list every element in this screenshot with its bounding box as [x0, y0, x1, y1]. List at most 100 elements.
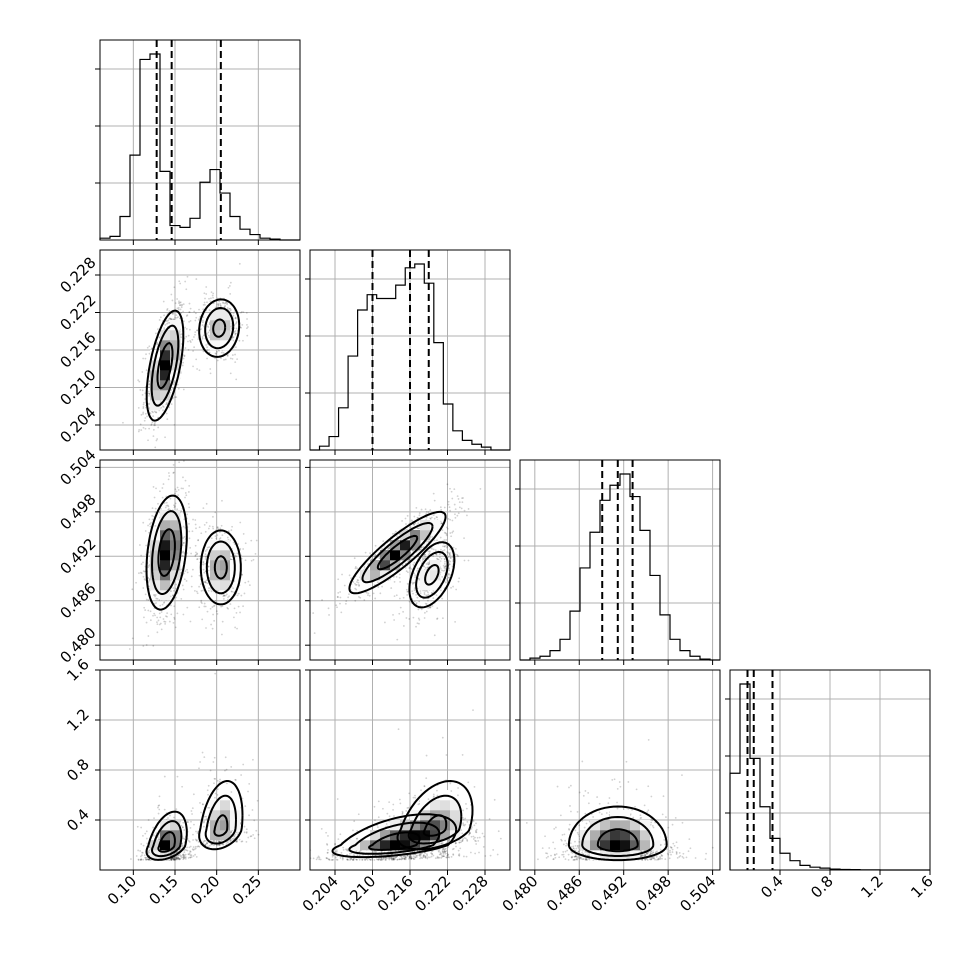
scatter-point: [214, 599, 217, 602]
scatter-point: [142, 426, 145, 429]
scatter-point: [159, 490, 161, 493]
scatter-point: [441, 854, 443, 857]
scatter-point: [410, 857, 413, 860]
scatter-point: [236, 552, 239, 555]
scatter-point: [241, 574, 243, 576]
scatter-point: [166, 615, 168, 618]
scatter-point: [226, 354, 229, 357]
scatter-point: [425, 540, 428, 543]
scatter-point: [232, 835, 235, 838]
scatter-point: [172, 621, 175, 624]
scatter-point: [239, 311, 242, 314]
scatter-point: [426, 566, 429, 569]
scatter-point: [441, 617, 444, 620]
density-cell: [410, 540, 421, 551]
scatter-point: [392, 613, 394, 616]
scatter-point: [429, 509, 432, 511]
scatter-point: [444, 567, 447, 570]
scatter-point: [456, 495, 459, 498]
scatter-point: [209, 300, 212, 303]
scatter-point: [226, 303, 229, 306]
scatter-point: [451, 848, 454, 851]
scatter-point: [192, 839, 194, 841]
panel-3-3: 0.4 0.8 1.2 1.6: [725, 669, 937, 902]
panel-background: [520, 460, 720, 660]
scatter-point: [404, 858, 407, 861]
scatter-point: [432, 514, 435, 517]
scatter-point: [206, 842, 209, 845]
scatter-point: [170, 604, 172, 607]
scatter-point: [202, 308, 205, 311]
scatter-point: [172, 472, 175, 474]
scatter-point: [204, 550, 207, 552]
scatter-point: [233, 552, 236, 555]
scatter-point: [188, 853, 190, 856]
scatter-point: [354, 599, 357, 602]
density-cell: [390, 560, 401, 571]
scatter-point: [242, 533, 245, 535]
scatter-point: [467, 508, 470, 510]
scatter-point: [246, 334, 249, 337]
scatter-point: [218, 844, 221, 846]
scatter-point: [203, 820, 205, 823]
scatter-point: [256, 799, 259, 802]
scatter-point: [425, 610, 428, 613]
scatter-point: [165, 412, 168, 415]
scatter-point: [178, 857, 181, 860]
scatter-point: [418, 618, 421, 621]
scatter-point: [159, 316, 162, 319]
scatter-point: [243, 831, 246, 834]
scatter-point: [232, 312, 235, 315]
scatter-point: [395, 576, 398, 578]
scatter-point: [244, 805, 247, 808]
scatter-point: [184, 570, 187, 573]
scatter-point: [135, 581, 137, 584]
panel-frame: [99, 459, 301, 661]
scatter-point: [448, 563, 451, 565]
density-cell: [170, 370, 181, 381]
scatter-point: [197, 841, 200, 843]
scatter-point: [196, 832, 199, 834]
scatter-point: [172, 858, 175, 861]
scatter-point: [193, 589, 196, 592]
scatter-point: [356, 567, 358, 570]
scatter-point: [209, 368, 212, 370]
scatter-point: [230, 529, 233, 532]
scatter-point: [446, 527, 449, 530]
density-cell: [160, 370, 171, 381]
scatter-point: [145, 544, 148, 547]
scatter-point: [219, 844, 221, 846]
scatter-point: [195, 316, 198, 319]
scatter-point: [175, 316, 178, 319]
scatter-point: [221, 620, 224, 623]
scatter-point: [415, 593, 417, 596]
scatter-point: [428, 561, 431, 564]
scatter-point: [242, 763, 245, 766]
scatter-point: [152, 411, 154, 414]
scatter-point: [401, 811, 404, 814]
scatter-point: [233, 835, 236, 837]
scatter-point: [427, 511, 430, 513]
scatter-point: [169, 858, 172, 861]
scatter-point: [450, 490, 453, 493]
scatter-point: [437, 856, 440, 859]
scatter-point: [460, 507, 463, 510]
scatter-point: [201, 337, 204, 340]
scatter-point: [173, 856, 176, 859]
scatter-point: [449, 532, 452, 534]
scatter-point: [139, 855, 142, 858]
scatter-point: [208, 297, 210, 300]
scatter-point: [220, 524, 223, 527]
y-tick-label: 1.2: [63, 705, 93, 735]
scatter-point: [376, 581, 379, 584]
scatter-point: [151, 518, 154, 521]
scatter-point: [236, 358, 239, 360]
scatter-point: [159, 622, 162, 625]
scatter-point: [341, 573, 343, 576]
scatter-point: [241, 840, 244, 843]
scatter-point: [218, 780, 221, 783]
scatter-point: [458, 501, 461, 504]
scatter-point: [144, 412, 147, 415]
scatter-point: [180, 824, 183, 827]
scatter-point: [154, 507, 157, 510]
